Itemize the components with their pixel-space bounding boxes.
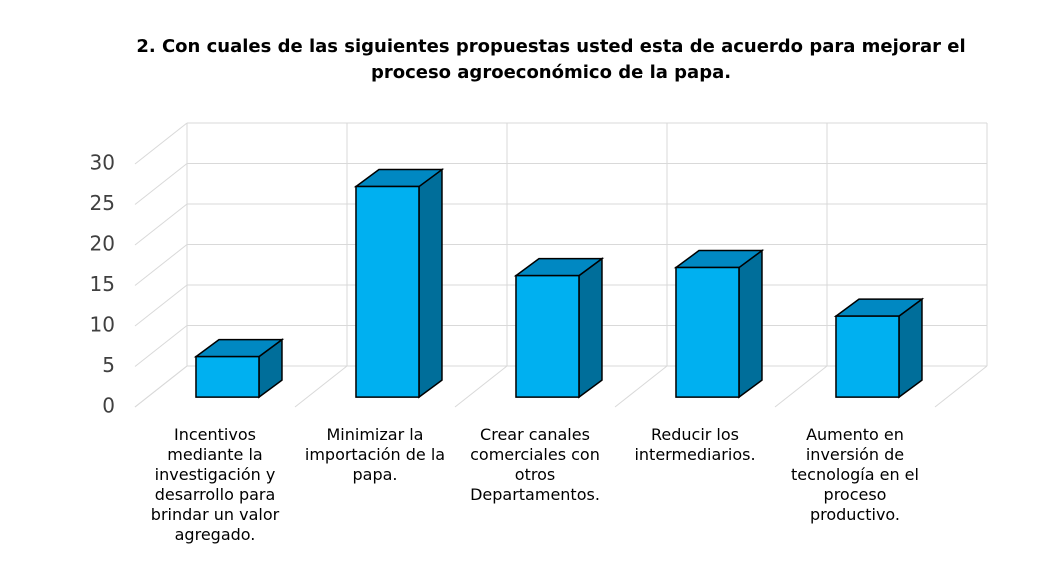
- y-tick-label: 30: [90, 151, 115, 175]
- floor-line: [614, 365, 668, 408]
- bar-front: [675, 266, 740, 398]
- y-tick-label: 15: [90, 272, 115, 296]
- bar: [193, 338, 285, 399]
- y-tick-label: 25: [90, 191, 115, 215]
- grid-line: [134, 163, 188, 205]
- bar-side: [738, 249, 763, 399]
- x-tick-label: Reducir los intermediarios.: [634, 425, 756, 464]
- bar-side: [578, 257, 603, 399]
- floor-line: [454, 365, 508, 408]
- bar-front: [355, 185, 420, 398]
- bar-side: [418, 168, 443, 399]
- grid-line: [134, 203, 188, 246]
- x-tick-label: Crear canales comerciales con otros Depa…: [470, 425, 600, 504]
- grid-line: [134, 244, 188, 286]
- y-tick-label: 20: [90, 232, 115, 256]
- x-tick-label: Incentivos mediante la investigación y d…: [150, 425, 280, 544]
- floor-line: [774, 365, 828, 408]
- grid-line: [134, 325, 188, 367]
- y-tick-label: 5: [102, 353, 115, 377]
- grid-line: [134, 365, 188, 408]
- y-tick-label: 10: [90, 313, 115, 337]
- bar-front: [195, 355, 260, 398]
- bar: [833, 297, 925, 399]
- bar-front: [515, 274, 580, 398]
- x-tick-label: Minimizar la importación de la papa.: [304, 425, 446, 484]
- bar: [673, 249, 765, 399]
- y-tick-label: 0: [102, 394, 115, 418]
- chart-title: 2. Con cuales de las siguientes propuest…: [136, 36, 966, 83]
- bar: [513, 257, 605, 399]
- bar-front: [835, 315, 900, 398]
- x-tick-label: Aumento en inversión de tecnología en el…: [791, 425, 919, 524]
- grid-line: [134, 122, 188, 165]
- floor-line: [294, 365, 348, 408]
- floor-line: [934, 365, 988, 408]
- grid-line: [134, 284, 188, 327]
- bar: [353, 168, 445, 399]
